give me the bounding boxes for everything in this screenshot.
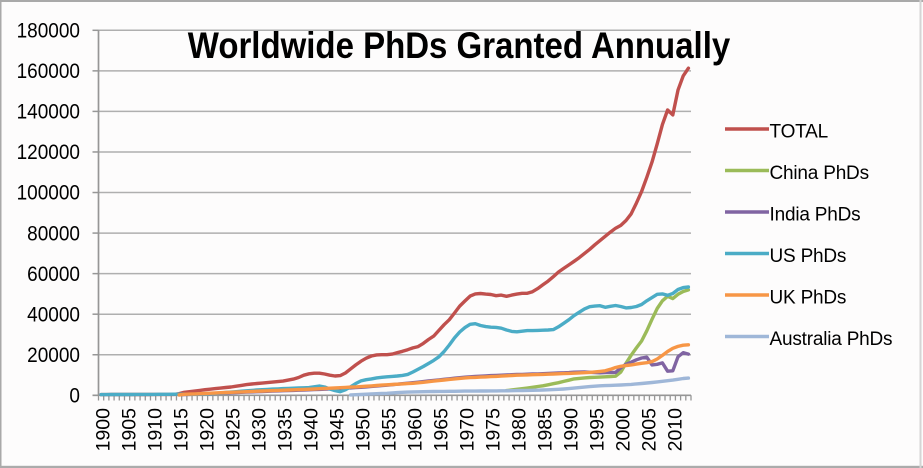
svg-text:1995: 1995 bbox=[586, 408, 608, 452]
svg-text:140000: 140000 bbox=[17, 101, 80, 124]
svg-text:180000: 180000 bbox=[17, 20, 80, 43]
svg-text:1925: 1925 bbox=[223, 408, 245, 452]
svg-text:1930: 1930 bbox=[249, 408, 271, 452]
svg-text:0: 0 bbox=[69, 385, 80, 408]
svg-text:100000: 100000 bbox=[17, 182, 80, 205]
svg-text:China PhDs: China PhDs bbox=[770, 163, 869, 184]
svg-text:1945: 1945 bbox=[327, 408, 349, 452]
svg-text:1900: 1900 bbox=[93, 408, 115, 452]
svg-text:Worldwide PhDs Granted Annuall: Worldwide PhDs Granted Annually bbox=[188, 25, 731, 66]
svg-text:UK PhDs: UK PhDs bbox=[770, 287, 847, 308]
svg-text:60000: 60000 bbox=[27, 263, 80, 286]
svg-text:1950: 1950 bbox=[353, 408, 375, 452]
svg-text:1960: 1960 bbox=[404, 408, 426, 452]
svg-text:TOTAL: TOTAL bbox=[770, 121, 828, 142]
svg-text:1905: 1905 bbox=[119, 408, 141, 452]
svg-text:80000: 80000 bbox=[27, 223, 80, 246]
svg-text:120000: 120000 bbox=[17, 141, 80, 164]
svg-text:1920: 1920 bbox=[197, 408, 219, 452]
svg-text:1975: 1975 bbox=[482, 408, 504, 452]
svg-text:2010: 2010 bbox=[664, 408, 686, 452]
svg-text:40000: 40000 bbox=[27, 304, 80, 327]
svg-text:1940: 1940 bbox=[301, 408, 323, 452]
svg-text:2000: 2000 bbox=[612, 408, 634, 452]
svg-text:1970: 1970 bbox=[456, 408, 478, 452]
svg-text:Australia PhDs: Australia PhDs bbox=[770, 329, 893, 350]
svg-text:20000: 20000 bbox=[27, 344, 80, 367]
svg-text:160000: 160000 bbox=[17, 60, 80, 83]
svg-text:1910: 1910 bbox=[145, 408, 167, 452]
svg-text:1915: 1915 bbox=[171, 408, 193, 452]
svg-text:1985: 1985 bbox=[534, 408, 556, 452]
svg-text:1980: 1980 bbox=[508, 408, 530, 452]
svg-text:1990: 1990 bbox=[560, 408, 582, 452]
svg-text:1955: 1955 bbox=[379, 408, 401, 452]
svg-text:2005: 2005 bbox=[638, 408, 660, 452]
svg-text:1935: 1935 bbox=[275, 408, 297, 452]
svg-text:India PhDs: India PhDs bbox=[770, 204, 861, 225]
svg-text:1965: 1965 bbox=[430, 408, 452, 452]
svg-text:US PhDs: US PhDs bbox=[770, 246, 847, 267]
